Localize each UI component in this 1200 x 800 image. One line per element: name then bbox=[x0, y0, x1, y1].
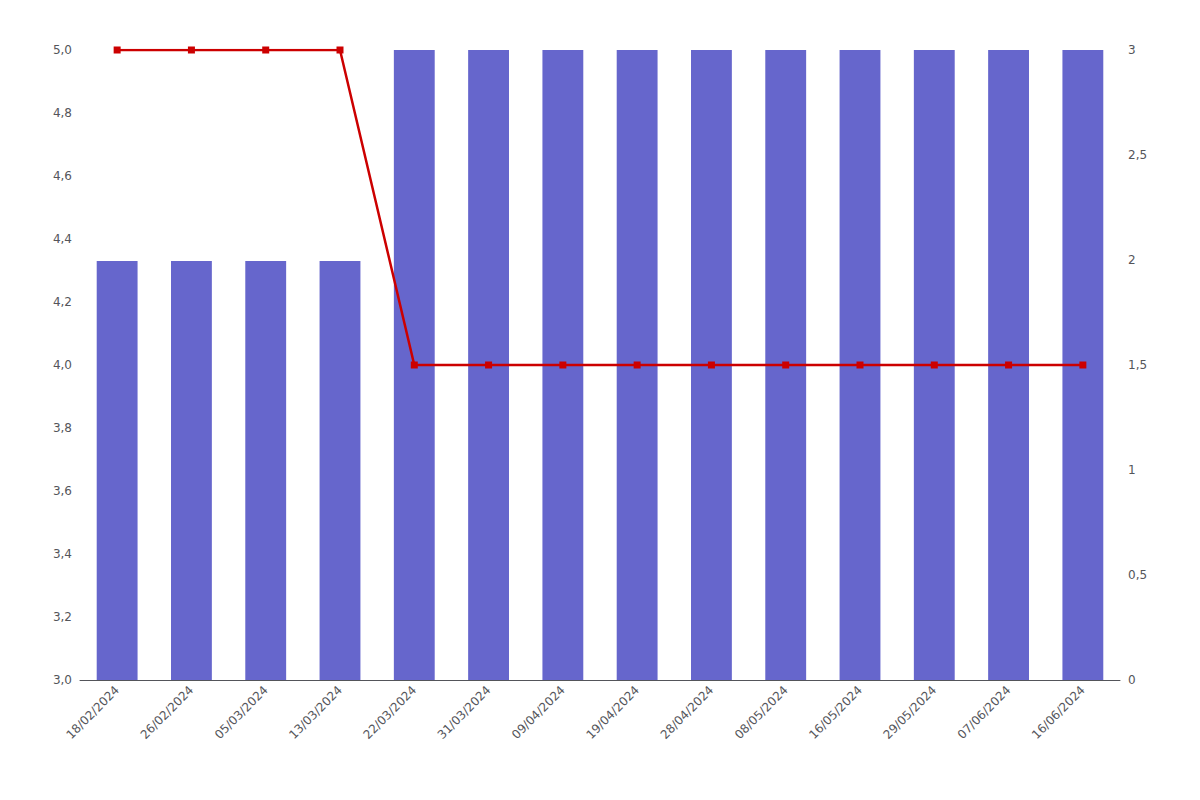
svg-text:0: 0 bbox=[1128, 673, 1136, 687]
svg-text:1,5: 1,5 bbox=[1128, 358, 1147, 372]
svg-text:26/02/2024: 26/02/2024 bbox=[138, 683, 197, 742]
svg-text:3,8: 3,8 bbox=[53, 421, 72, 435]
svg-text:07/06/2024: 07/06/2024 bbox=[955, 683, 1014, 742]
svg-text:13/03/2024: 13/03/2024 bbox=[286, 683, 345, 742]
svg-text:2,5: 2,5 bbox=[1128, 148, 1147, 162]
svg-text:5,0: 5,0 bbox=[53, 43, 72, 57]
svg-text:18/02/2024: 18/02/2024 bbox=[63, 683, 122, 742]
svg-text:19/04/2024: 19/04/2024 bbox=[583, 683, 642, 742]
svg-text:1: 1 bbox=[1128, 463, 1136, 477]
svg-text:4,4: 4,4 bbox=[53, 232, 72, 246]
svg-text:29/05/2024: 29/05/2024 bbox=[880, 683, 939, 742]
svg-text:3,0: 3,0 bbox=[53, 673, 72, 687]
svg-text:28/04/2024: 28/04/2024 bbox=[658, 683, 717, 742]
svg-text:4,6: 4,6 bbox=[53, 169, 72, 183]
svg-text:4,0: 4,0 bbox=[53, 358, 72, 372]
svg-text:09/04/2024: 09/04/2024 bbox=[509, 683, 568, 742]
svg-text:16/06/2024: 16/06/2024 bbox=[1029, 683, 1088, 742]
svg-text:16/05/2024: 16/05/2024 bbox=[806, 683, 865, 742]
svg-text:3,4: 3,4 bbox=[53, 547, 72, 561]
svg-text:3,6: 3,6 bbox=[53, 484, 72, 498]
svg-text:3: 3 bbox=[1128, 43, 1136, 57]
svg-text:05/03/2024: 05/03/2024 bbox=[212, 683, 271, 742]
svg-text:31/03/2024: 31/03/2024 bbox=[435, 683, 494, 742]
svg-text:0,5: 0,5 bbox=[1128, 568, 1147, 582]
svg-text:3,2: 3,2 bbox=[53, 610, 72, 624]
svg-text:2: 2 bbox=[1128, 253, 1136, 267]
svg-text:4,8: 4,8 bbox=[53, 106, 72, 120]
svg-text:08/05/2024: 08/05/2024 bbox=[732, 683, 791, 742]
svg-text:22/03/2024: 22/03/2024 bbox=[360, 683, 419, 742]
svg-text:4,2: 4,2 bbox=[53, 295, 72, 309]
